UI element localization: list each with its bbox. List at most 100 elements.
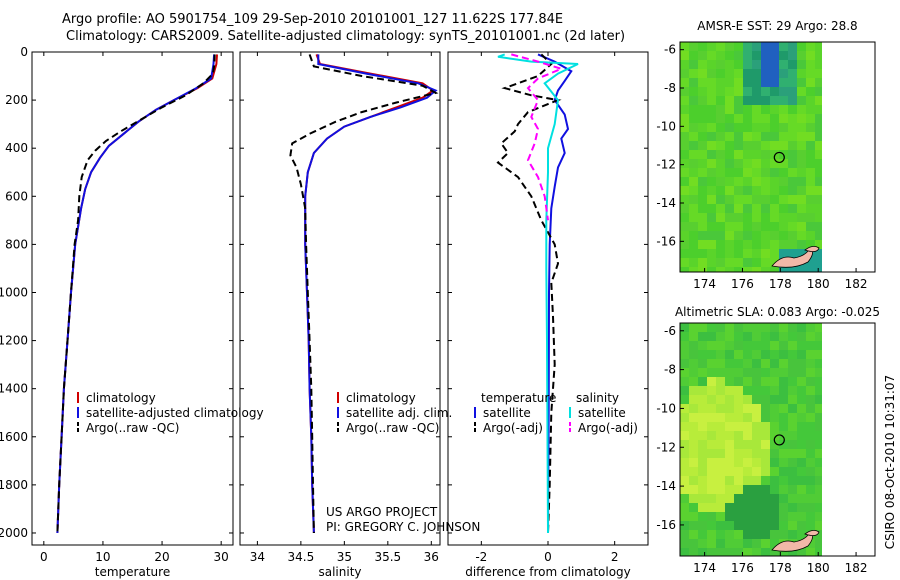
map-cell: [752, 267, 761, 272]
map-cell: [698, 51, 707, 60]
map-cell: [689, 440, 698, 449]
map-cell: [815, 114, 822, 123]
map-cell: [815, 186, 822, 195]
map-cell: [806, 168, 815, 177]
map-cell: [716, 168, 725, 177]
map-cell: [698, 332, 707, 341]
map-cell: [779, 42, 788, 51]
map-cell: [680, 323, 689, 332]
map-cell: [689, 449, 698, 458]
map-cell: [770, 168, 779, 177]
map-cell: [815, 512, 822, 521]
map-cell: [680, 186, 689, 195]
map-cell: [707, 132, 716, 141]
map-cell: [698, 69, 707, 78]
map-cell: [806, 132, 815, 141]
map-cell: [761, 476, 770, 485]
map-cell: [779, 422, 788, 431]
map-cell: [725, 476, 734, 485]
map-cell: [689, 350, 698, 359]
map-cell: [743, 476, 752, 485]
map-cell: [797, 213, 806, 222]
map-cell: [725, 267, 734, 272]
map-cell: [797, 96, 806, 105]
map-cell: [779, 240, 788, 249]
map-cell: [689, 267, 698, 272]
map-cell: [815, 440, 822, 449]
map-cell: [689, 123, 698, 132]
map-cell: [770, 512, 779, 521]
map-cell: [806, 386, 815, 395]
map-cell: [788, 467, 797, 476]
map-cell: [716, 105, 725, 114]
map-cell: [797, 368, 806, 377]
map-cell: [797, 240, 806, 249]
legend-entry: satellite-adjusted climatology: [86, 406, 264, 420]
map-cell: [716, 177, 725, 186]
map-cell: [698, 42, 707, 51]
x-tick-label: 174: [693, 277, 716, 291]
map-cell: [761, 51, 770, 60]
map-cell: [716, 521, 725, 530]
map-cell: [680, 449, 689, 458]
map-cell: [770, 213, 779, 222]
map-cell: [806, 323, 815, 332]
x-axis-label: difference from climatology: [465, 565, 631, 579]
map-cell: [743, 177, 752, 186]
map-cell: [725, 87, 734, 96]
map-cell: [752, 204, 761, 213]
map-cell: [770, 87, 779, 96]
map-cell: [698, 132, 707, 141]
map-cell: [689, 42, 698, 51]
map-cell: [779, 195, 788, 204]
map-cell: [797, 494, 806, 503]
map-cell: [689, 431, 698, 440]
map-cell: [752, 159, 761, 168]
map-cell: [689, 494, 698, 503]
map-cell: [788, 42, 797, 51]
map-cell: [707, 332, 716, 341]
map-cell: [806, 267, 815, 272]
map-cell: [797, 521, 806, 530]
map-cell: [716, 422, 725, 431]
map-cell: [779, 494, 788, 503]
map-cell: [815, 521, 822, 530]
map-cell: [734, 485, 743, 494]
map-cell: [725, 386, 734, 395]
map-cell: [680, 422, 689, 431]
map-cell: [707, 404, 716, 413]
map-cell: [761, 539, 770, 548]
map-cell: [716, 267, 725, 272]
map-cell: [734, 458, 743, 467]
map-cell: [779, 332, 788, 341]
map-cell: [698, 323, 707, 332]
map-cell: [680, 78, 689, 87]
credit-project: US ARGO PROJECT: [326, 505, 438, 519]
map-cell: [734, 476, 743, 485]
map-cell: [788, 168, 797, 177]
map-cell: [698, 521, 707, 530]
map-cell: [770, 96, 779, 105]
map-cell: [689, 512, 698, 521]
map-cell: [725, 96, 734, 105]
map-cell: [707, 458, 716, 467]
map-cell: [698, 177, 707, 186]
map-cell: [680, 485, 689, 494]
map-cell: [707, 359, 716, 368]
map-cell: [716, 78, 725, 87]
map-cell: [707, 96, 716, 105]
y-tick-label: -6: [664, 324, 676, 338]
map-cell: [689, 503, 698, 512]
map-cell: [734, 341, 743, 350]
map-cell: [707, 341, 716, 350]
argo-position-marker: [773, 434, 785, 446]
map-cell: [707, 350, 716, 359]
map-cell: [725, 332, 734, 341]
map-cell: [689, 141, 698, 150]
map-cell: [698, 96, 707, 105]
y-tick-label: 1400: [0, 382, 28, 396]
map-cell: [752, 332, 761, 341]
map-cell: [761, 231, 770, 240]
figure-title-line1: Argo profile: AO 5901754_109 29-Sep-2010…: [62, 12, 564, 27]
map-cell: [797, 69, 806, 78]
